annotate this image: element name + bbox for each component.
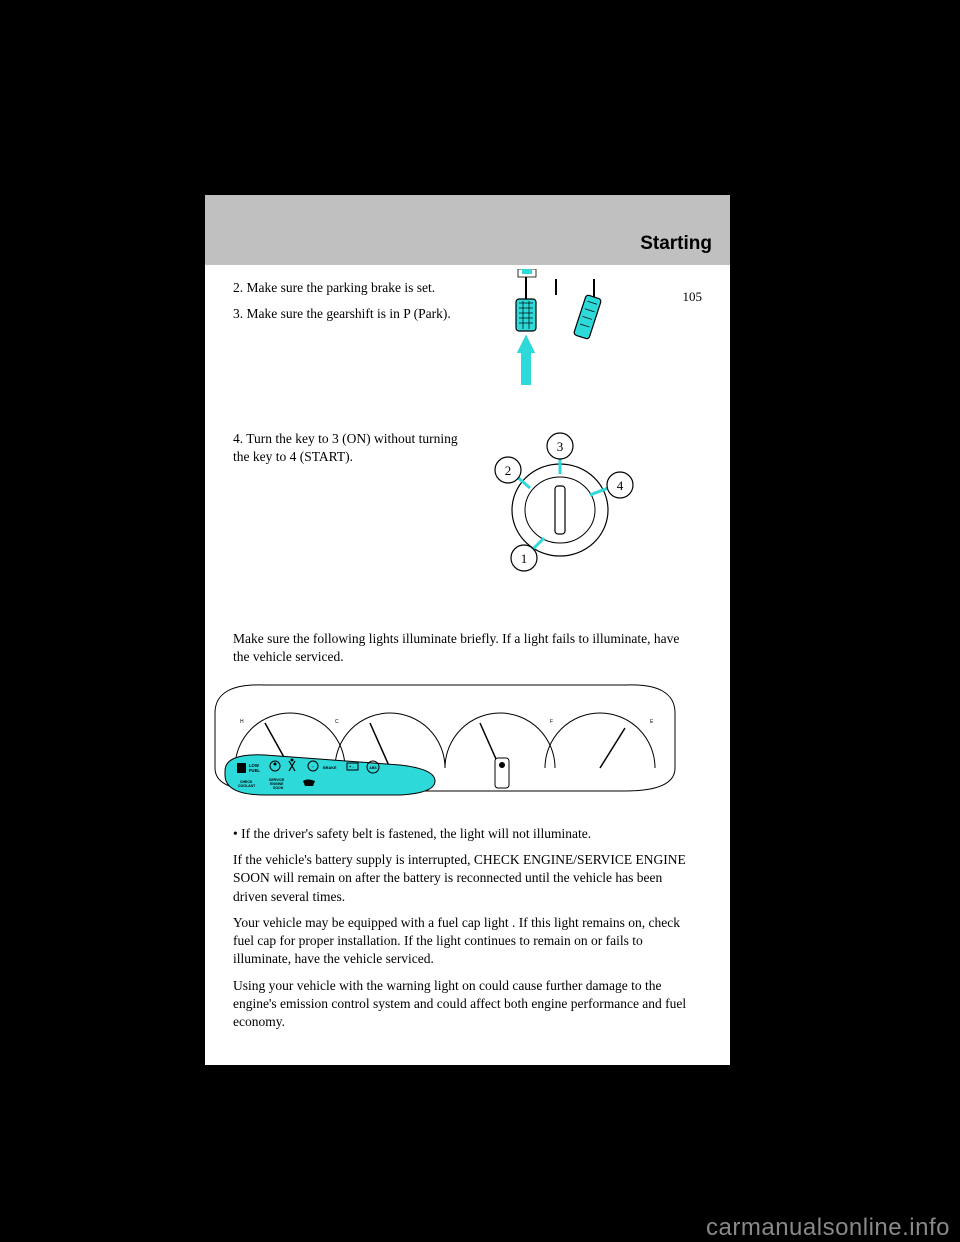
bottom-text: • If the driver's safety belt is fastene… [233,825,693,1039]
svg-text:C: C [335,719,339,725]
svg-text:FUEL: FUEL [249,768,260,773]
step-4: 4. Turn the key to 3 (ON) without turnin… [233,430,463,466]
svg-text:E: E [650,719,654,725]
callout-2: 2 [505,463,512,478]
svg-text:+ -: + - [349,764,354,769]
ignition-figure: 2 3 4 1 [460,430,660,595]
svg-text:ABS: ABS [369,766,377,770]
page-content: 2. Make sure the parking brake is set. 3… [205,265,730,323]
svg-text:H: H [240,719,244,725]
watermark: carmanualsonline.info [706,1214,950,1242]
manual-page: Starting 2. Make sure the parking brake … [205,195,730,1065]
fuelcap-para: Your vehicle may be equipped with a fuel… [233,914,693,969]
bullet-seatbelt: • If the driver's safety belt is fastene… [233,825,693,843]
lights-text: Make sure the following lights illuminat… [233,630,693,674]
callout-3: 3 [557,439,564,454]
page-number: 105 [683,289,703,305]
ignition-text: 4. Turn the key to 3 (ON) without turnin… [233,430,463,474]
warning-para: Using your vehicle with the warning ligh… [233,977,693,1032]
brake-pedal-figure [460,269,660,399]
page-title: Starting [640,233,712,255]
step-2: 2. Make sure the parking brake is set. [233,279,463,297]
svg-text:!: ! [313,765,314,769]
instrument-cluster-figure: LOW FUEL ! BRAKE + - [205,673,685,803]
brake-pedal-svg [460,269,660,399]
svg-text:COOLANT: COOLANT [238,784,256,788]
callout-4: 4 [617,478,624,493]
callout-1: 1 [521,551,528,566]
svg-text:SOON: SOON [273,786,284,790]
header-bar: Starting [205,195,730,265]
battery-para: If the vehicle's battery supply is inter… [233,851,693,906]
lights-para: Make sure the following lights illuminat… [233,630,693,666]
svg-text:F: F [550,719,553,725]
step-3: 3. Make sure the gearshift is in P (Park… [233,305,463,323]
svg-text:BRAKE: BRAKE [323,766,337,770]
